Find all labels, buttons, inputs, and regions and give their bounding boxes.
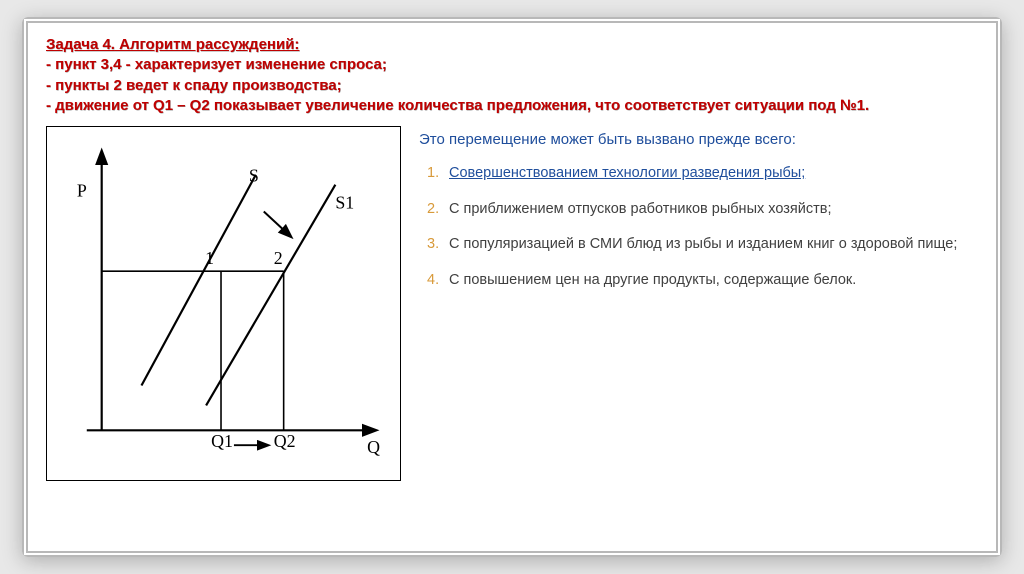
label-pt2: 2 (274, 248, 283, 268)
label-q2: Q2 (274, 431, 296, 451)
heading-title-rest: Алгоритм рассуждений: (115, 36, 299, 53)
label-s: S (249, 166, 259, 186)
content-row: P Q S S1 Q1 Q2 1 2 Это перемещение может… (46, 126, 978, 481)
heading-line-3: - движение от Q1 – Q2 показывает увеличе… (46, 97, 869, 114)
s-curve (141, 175, 255, 386)
option-4: С повышением цен на другие продукты, сод… (427, 271, 978, 291)
slide-outer: Задача 4. Алгоритм рассуждений: - пункт … (22, 17, 1002, 557)
label-pt1: 1 (205, 248, 214, 268)
slide-inner: Задача 4. Алгоритм рассуждений: - пункт … (22, 17, 1002, 557)
label-s1: S1 (335, 193, 354, 213)
graph-svg: P Q S S1 Q1 Q2 1 2 (47, 127, 400, 480)
options-list: Совершенствованием технологии разведения… (419, 164, 978, 290)
heading-line-2: - пункты 2 ведет к спаду производства; (46, 77, 342, 94)
option-2: С приближением отпусков работников рыбны… (427, 200, 978, 220)
heading-line-1: - пункт 3,4 - характеризует изменение сп… (46, 56, 387, 73)
intro-text: Это перемещение может быть вызвано прежд… (419, 130, 978, 150)
heading: Задача 4. Алгоритм рассуждений: - пункт … (46, 35, 978, 116)
label-q: Q (367, 437, 380, 457)
shift-arrow (264, 212, 291, 237)
right-column: Это перемещение может быть вызвано прежд… (419, 126, 978, 481)
supply-shift-graph: P Q S S1 Q1 Q2 1 2 (46, 126, 401, 481)
heading-title-prefix: Задача 4. (46, 36, 115, 53)
label-q1: Q1 (211, 431, 233, 451)
label-p: P (77, 181, 87, 201)
option-1: Совершенствованием технологии разведения… (427, 164, 978, 184)
option-3: С популяризацией в СМИ блюд из рыбы и из… (427, 235, 978, 255)
